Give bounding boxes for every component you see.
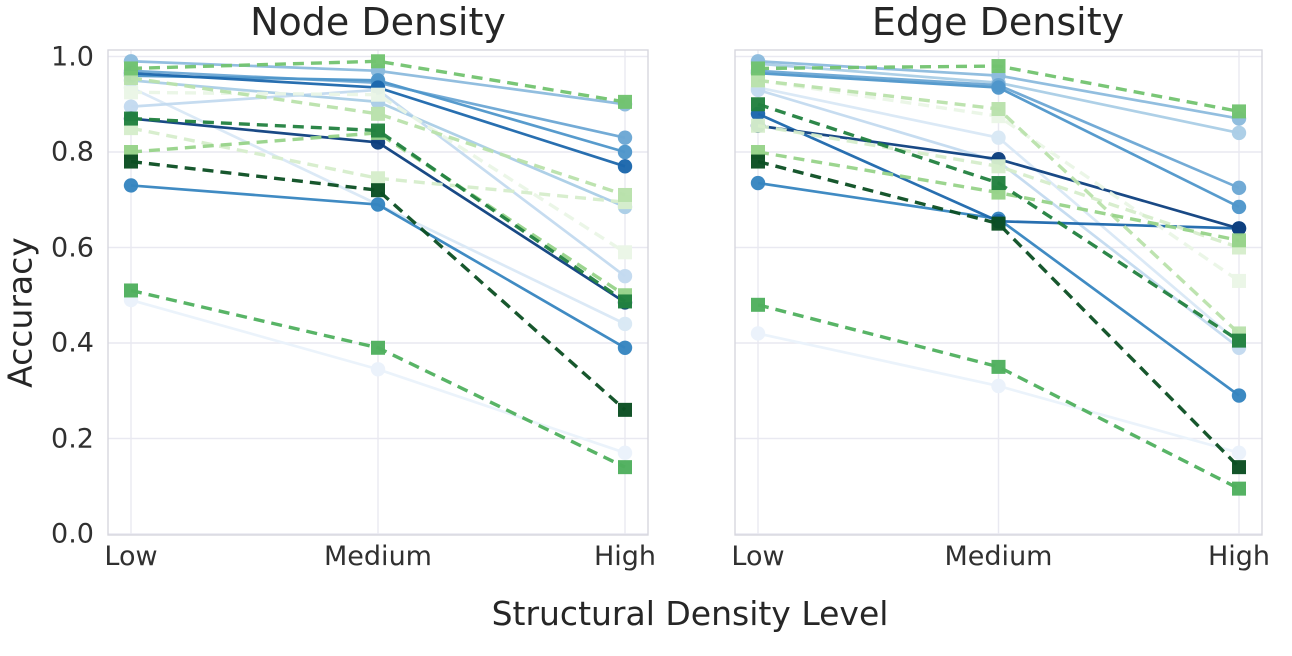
marker-square-green-8 <box>751 154 765 169</box>
marker-square-green-3 <box>991 102 1006 117</box>
marker-square-green-5 <box>371 54 385 69</box>
marker-circle-blue-3 <box>123 99 139 114</box>
marker-circle-blue-8 <box>617 340 633 355</box>
axes-spines <box>734 49 1263 536</box>
marker-square-green-3 <box>618 187 632 202</box>
axes-node-density <box>107 49 649 536</box>
marker-square-green-1 <box>124 85 138 100</box>
marker-circle-blue-10 <box>1231 221 1247 236</box>
x-tick-label: Medium <box>324 541 432 572</box>
series-green-8 <box>124 154 632 417</box>
marker-square-green-1 <box>618 245 632 260</box>
series-green-1 <box>124 85 632 260</box>
marker-square-green-7 <box>1232 333 1246 348</box>
marker-square-green-5 <box>1232 104 1246 119</box>
marker-square-green-5 <box>618 94 632 109</box>
series-green-6 <box>124 283 632 475</box>
marker-square-green-8 <box>371 183 385 198</box>
marker-circle-blue-9 <box>617 159 633 174</box>
subplot-title-edge-density: Edge Density <box>871 0 1125 44</box>
marker-square-green-5 <box>751 61 765 76</box>
marker-square-green-5 <box>124 61 138 76</box>
marker-circle-blue-8 <box>370 197 386 212</box>
series-line-green-8 <box>130 159 627 412</box>
marker-circle-blue-6 <box>1231 180 1247 196</box>
marker-square-green-6 <box>991 359 1006 374</box>
series-line-green-1 <box>130 90 626 254</box>
marker-square-green-6 <box>371 340 385 355</box>
series-line-green-6 <box>757 303 1240 491</box>
marker-circle-blue-1 <box>1231 445 1247 461</box>
marker-square-green-5 <box>991 59 1006 74</box>
marker-circle-blue-6 <box>617 130 633 145</box>
series-line-green-7 <box>130 116 626 303</box>
series-blue-1 <box>123 292 633 461</box>
y-tick-label: 0.8 <box>51 136 94 168</box>
x-axis-label: Structural Density Level <box>491 594 889 633</box>
marker-square-green-8 <box>991 216 1006 231</box>
axes-spines <box>107 49 649 536</box>
series-green-7 <box>124 111 632 309</box>
series-line-green-8 <box>757 159 1241 469</box>
series-green-8 <box>751 154 1246 475</box>
y-tick-label: 0.4 <box>51 327 94 359</box>
series-line-green-4 <box>130 131 626 297</box>
marker-square-green-6 <box>618 460 632 475</box>
marker-circle-blue-8 <box>1231 388 1247 403</box>
marker-square-green-6 <box>751 297 765 312</box>
y-tick-label: 0.0 <box>51 518 94 550</box>
marker-square-green-2 <box>751 118 765 133</box>
marker-circle-blue-3 <box>617 268 633 284</box>
marker-square-green-4 <box>1232 233 1246 248</box>
series-line-green-3 <box>130 76 626 197</box>
y-tick-label: 0.6 <box>51 232 94 263</box>
marker-square-green-6 <box>124 283 138 298</box>
x-tick-label: Low <box>731 541 785 572</box>
marker-circle-blue-8 <box>750 175 766 191</box>
marker-square-green-3 <box>751 73 765 88</box>
marker-circle-blue-1 <box>750 326 766 341</box>
marker-circle-blue-1 <box>991 378 1006 394</box>
marker-square-green-6 <box>1232 481 1246 496</box>
x-tick-label: High <box>593 541 657 572</box>
marker-square-green-7 <box>991 176 1006 191</box>
x-tick-label: Medium <box>944 541 1053 572</box>
marker-square-green-1 <box>371 87 385 102</box>
marker-square-green-3 <box>371 106 385 121</box>
marker-circle-blue-1 <box>370 362 386 377</box>
marker-square-green-7 <box>618 294 632 309</box>
marker-circle-blue-2 <box>991 130 1006 145</box>
marker-square-green-7 <box>751 97 765 112</box>
marker-square-green-8 <box>618 402 632 417</box>
series-green-5 <box>124 54 632 109</box>
marker-square-green-7 <box>124 111 138 126</box>
marker-circle-blue-1 <box>617 445 633 461</box>
marker-square-green-8 <box>124 154 138 169</box>
axes-edge-density <box>734 49 1263 536</box>
x-tick-label: Low <box>104 541 158 572</box>
marker-circle-blue-7 <box>991 80 1006 95</box>
x-tick-label: High <box>1207 541 1271 572</box>
series-blue-1 <box>750 326 1247 461</box>
series-green-7 <box>751 97 1246 348</box>
series-green-5 <box>751 59 1246 119</box>
marker-square-green-7 <box>371 123 385 138</box>
y-tick-label: 1.0 <box>51 41 94 72</box>
marker-circle-blue-4 <box>1231 125 1247 141</box>
marker-square-green-8 <box>1232 460 1246 475</box>
series-line-green-5 <box>130 59 626 104</box>
marker-circle-blue-8 <box>123 178 139 193</box>
marker-circle-blue-7 <box>1231 199 1247 215</box>
marker-circle-blue-2 <box>617 316 633 332</box>
marker-square-green-1 <box>1232 273 1246 288</box>
marker-square-green-2 <box>991 159 1006 174</box>
marker-square-green-2 <box>371 171 385 186</box>
subplot-title-node-density: Node Density <box>250 0 506 44</box>
marker-circle-blue-7 <box>617 144 633 160</box>
y-tick-label: 0.2 <box>51 423 94 454</box>
series-green-6 <box>751 297 1246 496</box>
series-blue-8 <box>123 178 633 355</box>
